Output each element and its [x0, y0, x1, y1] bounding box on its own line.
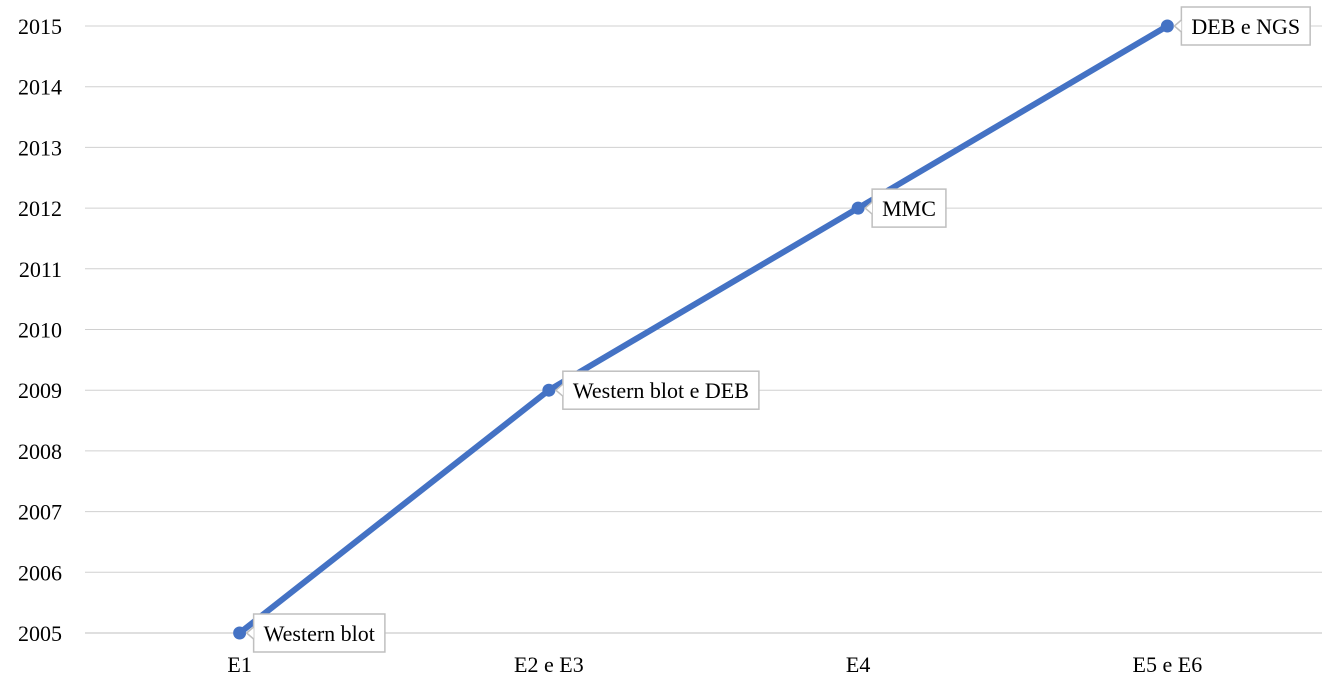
series-group	[233, 19, 1174, 640]
data-label-box	[562, 370, 760, 410]
y-tick-label: 2010	[18, 318, 62, 343]
data-label-text: Western blot	[264, 621, 375, 646]
data-point	[542, 383, 556, 397]
data-label-text: Western blot e DEB	[573, 378, 749, 403]
data-label-pointer	[1173, 19, 1182, 33]
data-labels: Western blot Western blot e DEB MMC DEB e N…	[245, 6, 1311, 653]
x-tick-label: E2 e E3	[514, 652, 584, 677]
y-tick-label: 2014	[18, 75, 62, 100]
y-tick-label: 2013	[18, 135, 62, 160]
gridlines	[85, 25, 1322, 573]
y-tick-label: 2011	[19, 257, 62, 282]
y-tick-label: 2007	[18, 500, 62, 525]
data-label-text: MMC	[882, 196, 936, 221]
data-label: MMC	[863, 188, 947, 228]
data-label-box	[871, 188, 947, 228]
x-tick-label: E4	[846, 652, 870, 677]
y-axis-ticks: 2005 2006 2007 2008 2009 2010 2011 2012 2013 2014…	[18, 14, 62, 646]
data-label-box	[252, 613, 386, 653]
data-label-pointer	[245, 626, 255, 640]
data-label: Western blot	[245, 613, 386, 653]
data-label-text: DEB e NGS	[1191, 14, 1300, 39]
data-label-box	[1180, 6, 1311, 46]
y-tick-label: 2015	[18, 14, 62, 39]
data-point	[233, 626, 247, 640]
series-line	[236, 23, 1171, 636]
data-label-pointer	[863, 201, 873, 215]
data-point	[851, 201, 865, 215]
data-label: Western blot e DEB	[554, 370, 760, 410]
y-tick-label: 2005	[18, 621, 62, 646]
y-tick-label: 2012	[18, 196, 62, 221]
y-tick-label: 2008	[18, 439, 62, 464]
y-tick-label: 2009	[18, 378, 62, 403]
x-tick-label: E1	[227, 652, 251, 677]
x-tick-label: E5 e E6	[1133, 652, 1203, 677]
y-tick-label: 2006	[18, 560, 62, 585]
data-point	[1160, 19, 1174, 33]
data-label: DEB e NGS	[1173, 6, 1311, 46]
data-label-pointer	[554, 383, 564, 397]
